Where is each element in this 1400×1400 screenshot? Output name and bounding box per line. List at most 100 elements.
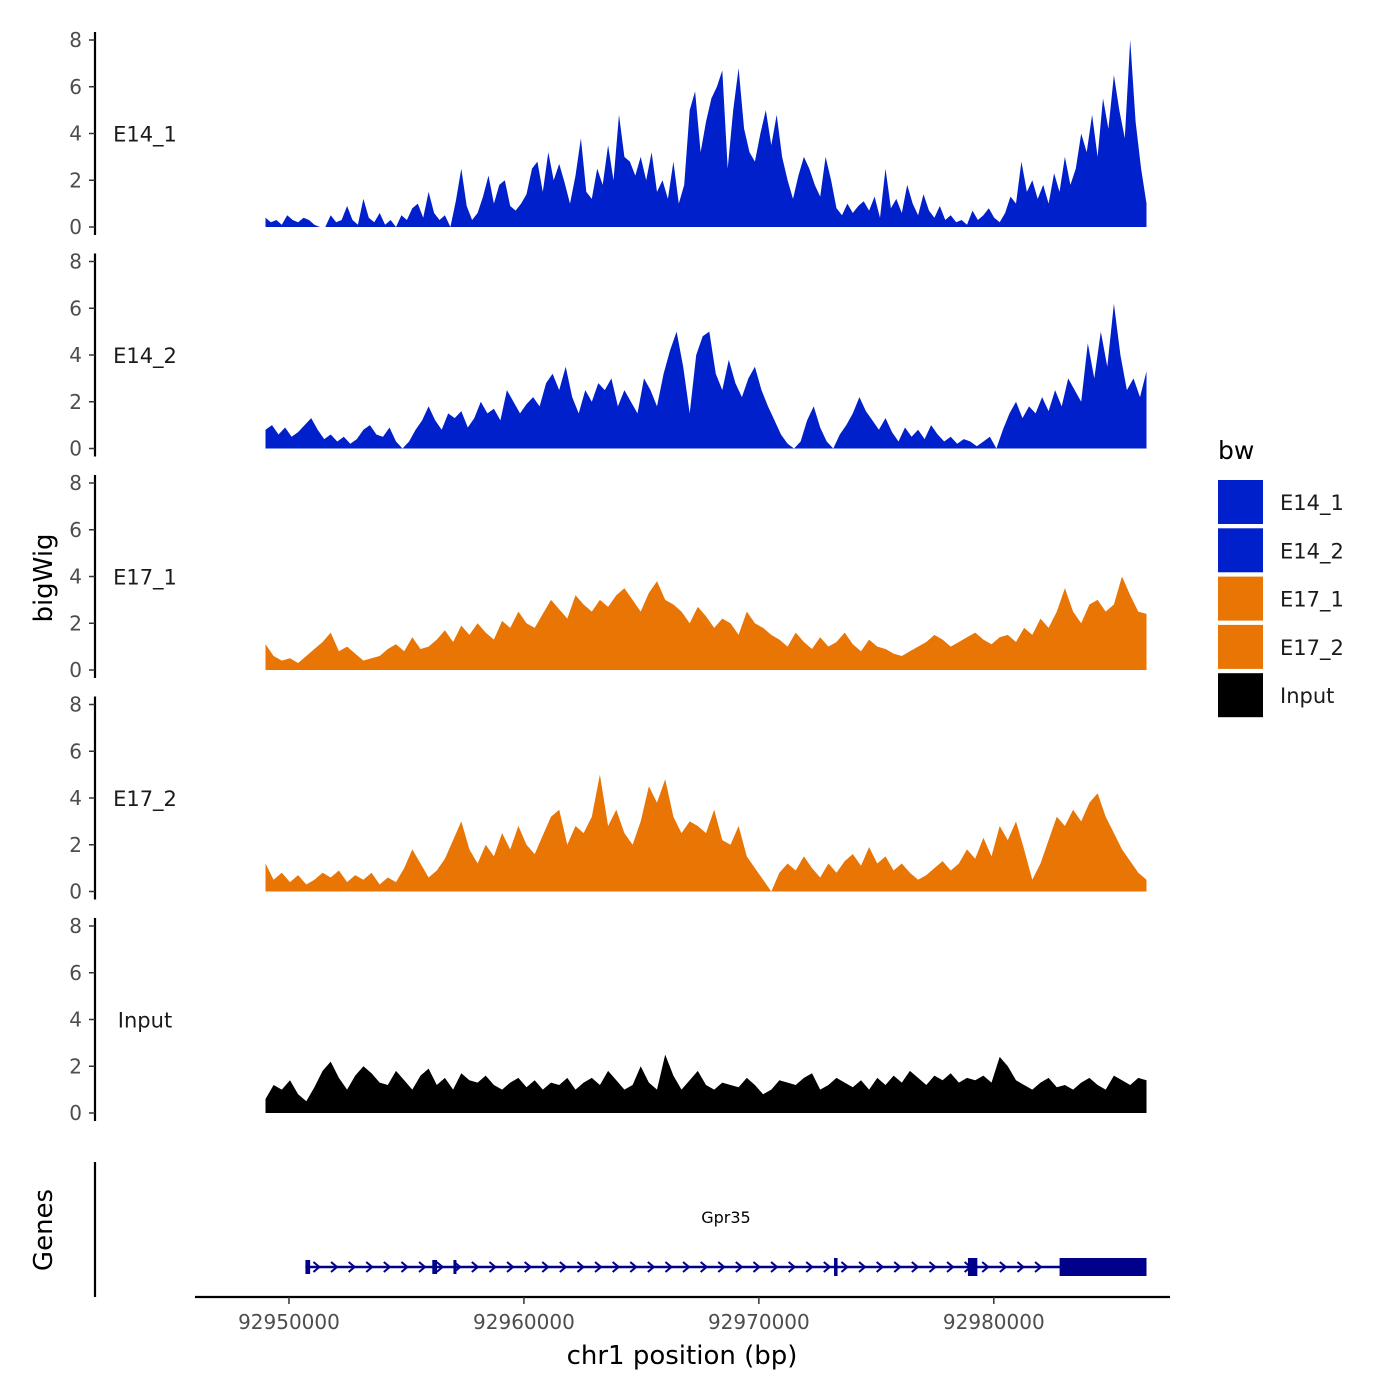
x-tick-label: 92960000 xyxy=(473,1310,575,1334)
legend-swatch-E17_1 xyxy=(1218,576,1263,621)
signal-area-Input xyxy=(265,1054,1147,1113)
strand-arrow xyxy=(471,1261,480,1273)
gene-exon xyxy=(834,1258,838,1276)
strand-arrow xyxy=(664,1261,673,1273)
track-Input: 0 2 4 6 8 Input xyxy=(69,914,1147,1125)
strand-arrow xyxy=(418,1261,427,1273)
strand-arrow xyxy=(435,1261,445,1273)
strand-arrow xyxy=(330,1261,339,1273)
y-tick-label: 8 xyxy=(69,28,82,52)
legend-swatch-E14_1 xyxy=(1218,480,1263,524)
y-tick-label: 8 xyxy=(69,693,82,717)
signal-area-E14_1 xyxy=(265,40,1147,227)
y-tick-label: 2 xyxy=(69,390,82,414)
legend-label: E14_1 xyxy=(1280,491,1344,516)
y-tick-label: 6 xyxy=(69,518,82,542)
y-tick-label: 0 xyxy=(69,1101,82,1125)
gene-exon xyxy=(305,1260,311,1274)
strand-arrow xyxy=(770,1261,779,1273)
legend-label: Input xyxy=(1280,684,1334,708)
gene-track: Gpr35 xyxy=(93,1162,1147,1297)
y-tick-label: 6 xyxy=(69,961,82,985)
strand-arrow xyxy=(488,1261,497,1273)
strand-arrow xyxy=(875,1261,885,1273)
strand-arrow xyxy=(946,1261,955,1273)
strand-arrow xyxy=(911,1261,920,1273)
track-label: Input xyxy=(118,1009,172,1033)
y-tick-label: 6 xyxy=(69,739,82,763)
legend-label: E14_2 xyxy=(1280,539,1344,564)
track-label: E17_1 xyxy=(113,566,177,591)
legend: bw E14_1 E14_2 E17_1 E17_2 Input xyxy=(1218,436,1344,718)
track-E14_1: 0 2 4 6 8 E14_1 xyxy=(69,28,1147,239)
strand-arrow xyxy=(840,1261,849,1273)
y-tick-label: 2 xyxy=(69,168,82,192)
strand-arrow xyxy=(735,1261,744,1273)
signal-area-E17_1 xyxy=(265,576,1147,670)
strand-arrow xyxy=(699,1261,709,1273)
x-axis: 92950000 92960000 92970000 92980000 xyxy=(195,1295,1170,1334)
gene-exon xyxy=(432,1260,437,1274)
strand-arrow xyxy=(682,1261,691,1273)
y-tick-label: 0 xyxy=(69,215,82,239)
strand-arrow xyxy=(717,1261,726,1273)
legend-label: E17_1 xyxy=(1280,588,1344,613)
gene-exon xyxy=(1059,1258,1147,1276)
strand-arrow xyxy=(312,1261,321,1273)
strand-arrow xyxy=(1034,1261,1043,1273)
strand-arrow xyxy=(576,1261,585,1273)
x-tick-label: 92970000 xyxy=(708,1310,810,1334)
track-label: E17_2 xyxy=(113,787,177,812)
strand-arrow xyxy=(559,1261,568,1273)
legend-swatch-E14_2 xyxy=(1218,528,1263,573)
y-axis-title-group: bigWig Genes xyxy=(29,533,59,1271)
y-tick-label: 4 xyxy=(69,786,82,810)
y-tick-label: 6 xyxy=(69,296,82,320)
strand-arrow xyxy=(629,1261,638,1273)
strand-arrow xyxy=(805,1261,814,1273)
gene-exon xyxy=(967,1258,978,1276)
x-axis-title: chr1 position (bp) xyxy=(567,1341,798,1371)
strand-arrow xyxy=(594,1261,603,1273)
strand-arrow xyxy=(383,1261,392,1273)
strand-arrow xyxy=(541,1261,550,1273)
strand-arrow xyxy=(347,1261,357,1273)
y-tick-label: 2 xyxy=(69,833,82,857)
bigwig-tracks: 0 2 4 6 8 E14_1 0 2 4 6 8 E14_2 0 2 4 6 8 E17_1 0 2 4 6 8 E17_2… xyxy=(69,28,1147,1125)
track-label: E14_2 xyxy=(113,344,177,369)
y-axis-title: bigWig xyxy=(29,533,59,622)
y-tick-label: 4 xyxy=(69,343,82,367)
strand-arrow xyxy=(787,1261,797,1273)
y-tick-label: 4 xyxy=(69,565,82,589)
strand-arrow xyxy=(647,1261,656,1273)
y-tick-label: 4 xyxy=(69,1008,82,1032)
strand-arrow xyxy=(999,1261,1008,1273)
y-tick-label: 0 xyxy=(69,658,82,682)
strand-arrow xyxy=(1016,1261,1025,1273)
track-E17_2: 0 2 4 6 8 E17_2 xyxy=(69,693,1147,904)
genes-axis-title: Genes xyxy=(29,1189,59,1271)
legend-label: E17_2 xyxy=(1280,636,1344,661)
legend-swatch-Input xyxy=(1218,673,1263,718)
x-tick-label: 92980000 xyxy=(943,1310,1045,1334)
strand-arrow xyxy=(858,1261,867,1273)
track-E17_1: 0 2 4 6 8 E17_1 xyxy=(69,471,1147,682)
legend-swatch-E17_2 xyxy=(1218,624,1263,669)
legend-title: bw xyxy=(1218,436,1254,465)
y-tick-label: 8 xyxy=(69,471,82,495)
signal-area-E14_2 xyxy=(265,303,1147,449)
y-tick-label: 0 xyxy=(69,437,82,461)
strand-arrow xyxy=(400,1261,409,1273)
strand-arrow xyxy=(981,1261,990,1273)
strand-arrow xyxy=(506,1261,515,1273)
strand-arrow xyxy=(752,1261,761,1273)
strand-arrow xyxy=(365,1261,374,1273)
track-label: E14_1 xyxy=(113,123,177,148)
strand-arrow xyxy=(523,1261,533,1273)
strand-arrow xyxy=(928,1261,937,1273)
gene-exon xyxy=(453,1260,457,1274)
strand-arrow xyxy=(611,1261,621,1273)
y-tick-label: 2 xyxy=(69,1054,82,1078)
x-tick-label: 92950000 xyxy=(238,1310,340,1334)
